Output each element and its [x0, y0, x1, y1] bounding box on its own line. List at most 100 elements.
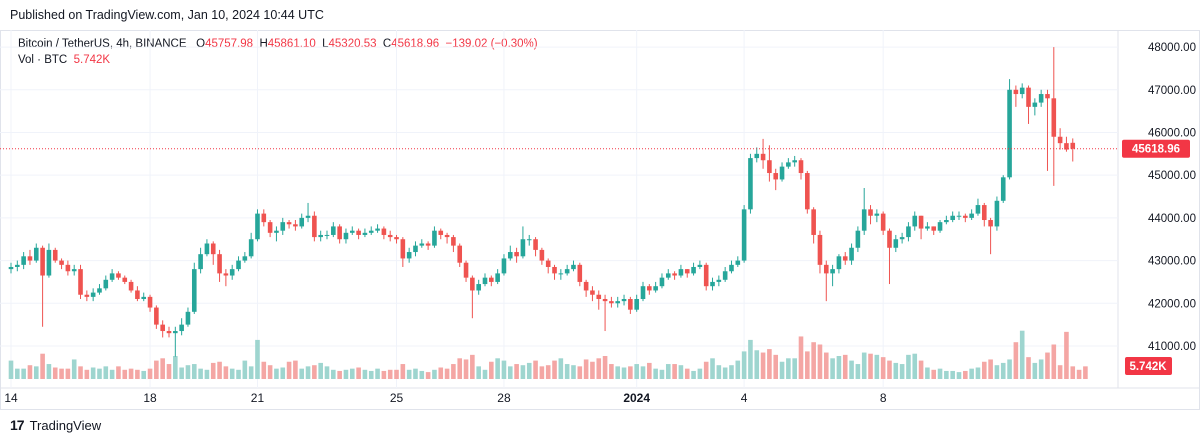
volume-bar	[552, 360, 557, 379]
candle-body	[318, 234, 323, 238]
volume-bar	[286, 361, 292, 379]
volume-bar	[90, 367, 96, 379]
volume-bar	[621, 367, 627, 379]
volume-bar	[526, 362, 532, 379]
volume-bar	[489, 361, 494, 379]
volume-bar	[242, 360, 248, 379]
volume-bar	[899, 364, 905, 379]
candle-body	[160, 324, 165, 332]
candle-body	[640, 286, 646, 300]
volume-bar	[324, 366, 330, 379]
candle-body	[476, 284, 481, 291]
volume-bar	[1013, 342, 1019, 379]
candle-body	[78, 269, 83, 295]
volume-bar	[722, 367, 728, 379]
candle-body	[956, 215, 962, 217]
candle-body	[590, 290, 595, 295]
candle-body	[15, 264, 20, 267]
volume-bar	[779, 361, 785, 379]
candle-body	[406, 252, 412, 259]
candle-body	[1064, 143, 1069, 150]
volume-bar	[1019, 330, 1025, 379]
candle-body	[368, 230, 374, 233]
candle-body	[906, 226, 911, 238]
candle-body	[710, 281, 715, 287]
candle-body	[489, 277, 494, 282]
volume-bar	[457, 358, 463, 379]
volume-bar	[672, 364, 677, 379]
last-price-badge	[1122, 139, 1190, 158]
volume-bar	[931, 369, 937, 379]
candle-body	[1045, 94, 1050, 99]
volume-bar	[659, 369, 665, 379]
price-chart[interactable]: 48000.00 47000.00 46000.00 45000.00 44000.00…	[0, 30, 1200, 410]
candle-body	[552, 266, 557, 274]
candle-body	[678, 269, 684, 276]
volume-bar	[154, 360, 159, 379]
candle-body	[564, 269, 570, 274]
candle-body	[356, 230, 361, 235]
candle-body	[735, 260, 741, 265]
volume-bar	[912, 353, 918, 379]
candle-body	[116, 273, 121, 278]
volume-bar	[684, 368, 690, 379]
candle-body	[267, 222, 273, 233]
volume-bar	[103, 366, 109, 379]
candle-body	[470, 277, 475, 291]
candle-body	[191, 269, 197, 312]
candle-body	[40, 247, 45, 276]
candle-body	[1038, 94, 1044, 103]
volume-bar	[109, 369, 115, 379]
volume-bar	[255, 339, 260, 379]
legend-high-label: H	[259, 38, 268, 50]
volume-bar	[191, 364, 197, 379]
candle-body	[545, 260, 551, 267]
volume-bar	[1064, 331, 1069, 379]
candle-body	[305, 215, 311, 218]
candle-body	[299, 217, 305, 227]
legend-volume-value: 5.742K	[73, 54, 111, 66]
volume-bar	[571, 365, 576, 379]
volume-bar	[710, 358, 715, 379]
candle-body	[217, 254, 222, 274]
candle-body	[533, 239, 538, 250]
candle-body	[691, 266, 696, 274]
volume-bar	[236, 369, 241, 379]
volume-bar	[438, 367, 444, 379]
volume-bar	[173, 356, 178, 379]
volume-bar	[413, 368, 418, 379]
volume-bar	[1057, 365, 1063, 379]
candle-body	[1007, 89, 1012, 178]
volume-bar	[141, 370, 147, 379]
candle-body	[514, 252, 519, 257]
volume-bar	[577, 366, 583, 379]
volume-bar	[267, 365, 273, 379]
volume-bar	[356, 367, 361, 379]
volume-bar	[1007, 359, 1012, 379]
legend-volume-label[interactable]: Vol · BTC	[18, 54, 68, 66]
candle-body	[729, 264, 734, 272]
candle-body	[27, 256, 33, 261]
candle-body	[8, 266, 14, 270]
candle-body	[293, 224, 298, 227]
candle-body	[526, 239, 532, 241]
volume-bar	[602, 356, 608, 379]
candle-body	[684, 269, 690, 274]
candle-body	[925, 226, 930, 229]
footer-brand[interactable]: 17 TradingView	[10, 417, 101, 433]
candle-body	[849, 247, 854, 261]
candle-body	[242, 256, 248, 261]
volume-bar	[432, 369, 437, 379]
volume-bar	[470, 354, 475, 379]
candle-body	[830, 269, 835, 274]
volume-bar	[343, 369, 349, 379]
candle-body	[1026, 87, 1031, 107]
x-tick-label: 18	[143, 391, 157, 405]
candle-body	[963, 215, 968, 218]
candle-body	[261, 213, 267, 223]
volume-bar	[337, 370, 342, 379]
candle-body	[387, 234, 393, 238]
candle-body	[609, 301, 614, 304]
volume-bar	[628, 366, 633, 379]
volume-bar	[994, 365, 1000, 379]
